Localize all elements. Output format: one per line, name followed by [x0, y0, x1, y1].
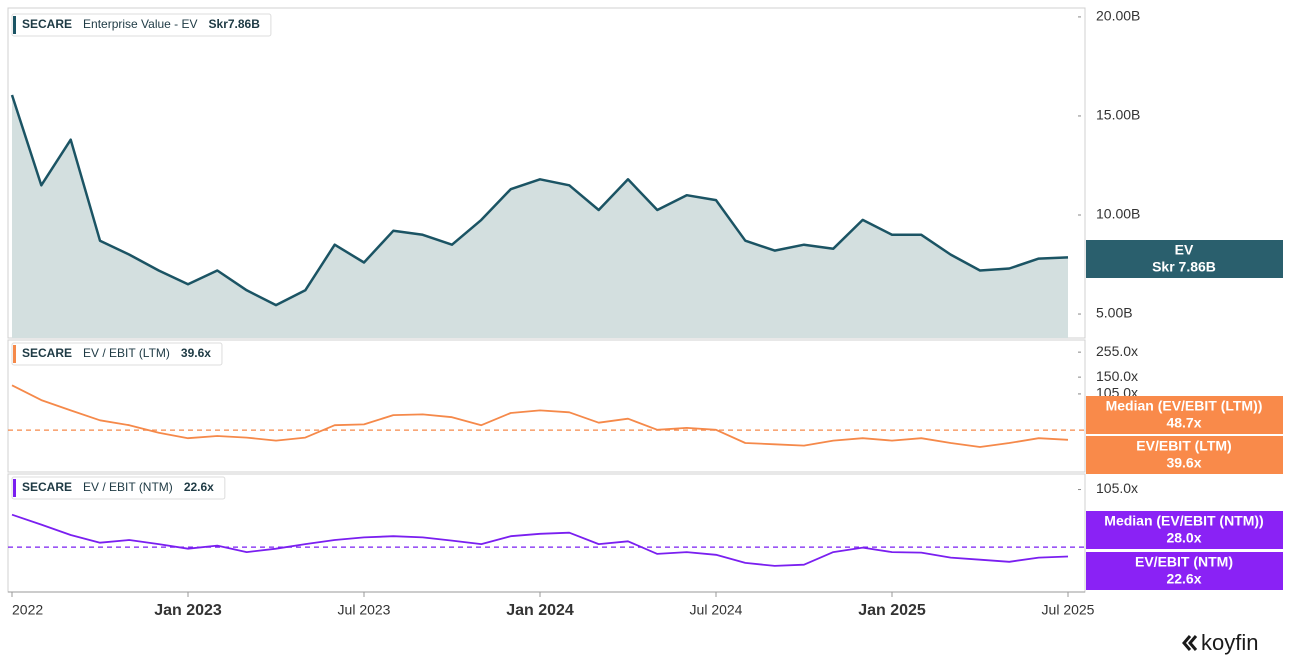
badge-value: 39.6x	[1166, 455, 1201, 471]
value-badge	[1086, 240, 1283, 278]
y-tick-label: 150.0x	[1096, 368, 1138, 384]
y-tick-label: 105.0x	[1096, 480, 1138, 496]
badge-value: 48.7x	[1166, 415, 1201, 431]
legend-name: Enterprise Value - EV	[83, 17, 198, 31]
badge-title: EV/EBIT (NTM)	[1135, 554, 1233, 570]
y-tick-label: 20.00B	[1096, 8, 1140, 24]
y-tick-label: 255.0x	[1096, 343, 1138, 359]
legend-box	[11, 13, 272, 37]
series-line	[11, 384, 1069, 448]
legend-swatch	[13, 16, 16, 34]
legend-value: Skr7.86B	[209, 17, 261, 31]
legend-ticker: SECARE	[22, 346, 72, 360]
y-tick-label: 10.00B	[1096, 206, 1140, 222]
y-tick-label: 15.00B	[1096, 107, 1140, 123]
value-badge	[1086, 436, 1283, 474]
logo-text: koyfin	[1201, 630, 1258, 655]
legend-value: 22.6x	[184, 480, 214, 494]
badge-title: EV	[1175, 242, 1194, 258]
x-tick-label: 2022	[12, 602, 43, 618]
legend-ticker: SECARE	[22, 17, 72, 31]
legend-name: EV / EBIT (NTM)	[83, 480, 173, 494]
series-line	[11, 513, 1069, 567]
legend-box	[11, 476, 226, 500]
panel: 105.0x SECARE EV / EBIT (NTM) 22.6x Median (…	[7, 473, 1283, 593]
x-tick-label: Jan 2025	[858, 602, 926, 619]
series-line	[10, 94, 1069, 307]
legend-swatch	[13, 479, 16, 497]
legend-name: EV / EBIT (LTM)	[83, 346, 170, 360]
badge-title: Median (EV/EBIT (NTM))	[1104, 513, 1263, 529]
panel: 5.00B 10.00B 15.00B 20.00B SECARE Enterprise …	[7, 7, 1283, 339]
x-tick-label: Jan 2024	[506, 602, 574, 619]
x-tick-label: Jul 2023	[338, 602, 391, 618]
badge-title: EV/EBIT (LTM)	[1136, 438, 1231, 454]
badge-value: Skr 7.86B	[1152, 259, 1216, 275]
badge-title: Median (EV/EBIT (LTM))	[1106, 398, 1263, 414]
value-badge	[1086, 552, 1283, 590]
logo-icon	[1182, 635, 1198, 651]
x-tick-label: Jan 2023	[154, 602, 222, 619]
y-tick-label: 5.00B	[1096, 305, 1133, 321]
value-badge	[1086, 511, 1283, 549]
logo: koyfin	[1182, 630, 1258, 655]
legend-swatch	[13, 345, 16, 363]
badge-value: 22.6x	[1166, 571, 1201, 587]
x-tick-label: Jul 2024	[690, 602, 743, 618]
legend-ticker: SECARE	[22, 480, 72, 494]
area-fill	[12, 95, 1068, 338]
legend-value: 39.6x	[181, 346, 211, 360]
badge-value: 28.0x	[1166, 530, 1201, 546]
panel-frame	[7, 339, 1086, 473]
legend-box	[11, 342, 223, 366]
value-badge	[1086, 396, 1283, 434]
x-tick-label: Jul 2025	[1042, 602, 1095, 618]
